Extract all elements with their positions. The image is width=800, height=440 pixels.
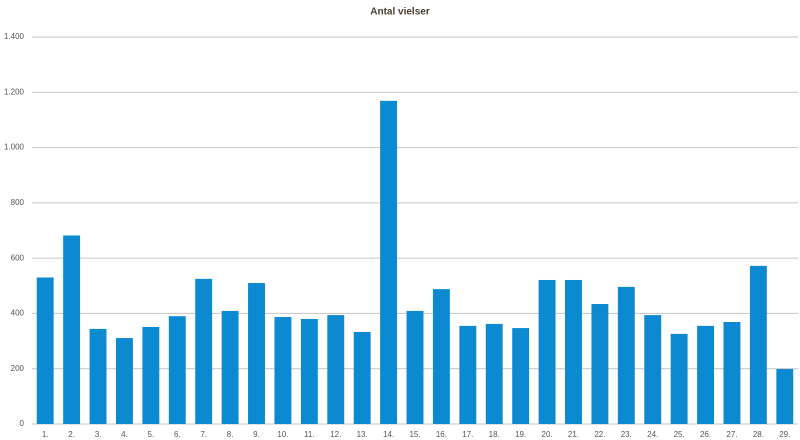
bar [168, 316, 186, 424]
bar [300, 318, 318, 424]
x-tick-label: 8. [227, 430, 234, 439]
x-tick-label: 23. [621, 430, 632, 439]
x-tick-label: 21. [568, 430, 579, 439]
x-tick-label: 15. [409, 430, 420, 439]
bar [697, 325, 715, 424]
y-tick-label: 600 [11, 253, 25, 262]
bar [36, 277, 54, 424]
x-tick-label: 14. [383, 430, 394, 439]
y-tick-label: 800 [11, 198, 25, 207]
x-tick-label: 2. [68, 430, 75, 439]
y-tick-label: 1.200 [4, 87, 25, 96]
bar [380, 100, 398, 424]
x-tick-label: 12. [330, 430, 341, 439]
x-tick-label: 19. [515, 430, 526, 439]
bar [538, 279, 556, 424]
bar [353, 331, 371, 424]
x-tick-label: 27. [726, 430, 737, 439]
x-tick-label: 7. [200, 430, 207, 439]
bar [248, 283, 265, 424]
x-tick-label: 20. [542, 430, 553, 439]
bar [195, 278, 213, 424]
bar [142, 326, 160, 424]
y-tick-label: 400 [11, 309, 25, 318]
bar [221, 310, 239, 424]
bar [776, 368, 794, 424]
chart-title: Antal vielser [370, 7, 430, 18]
bar [512, 328, 530, 424]
x-tick-label: 29. [779, 430, 790, 439]
x-tick-label: 28. [753, 430, 764, 439]
bar [644, 315, 662, 424]
bar [565, 279, 582, 424]
x-tick-label: 3. [95, 430, 102, 439]
bar [89, 328, 107, 424]
bar [591, 304, 609, 424]
x-tick-label: 13. [357, 430, 368, 439]
bar [617, 286, 635, 424]
bar [432, 289, 450, 424]
x-tick-label: 1. [42, 430, 49, 439]
x-tick-label: 11. [304, 430, 315, 439]
bar [115, 338, 133, 424]
bar [485, 323, 503, 424]
bar [723, 321, 741, 424]
bar [459, 325, 477, 424]
y-tick-label: 0 [20, 419, 25, 428]
bar [406, 310, 424, 424]
x-tick-label: 24. [647, 430, 658, 439]
bar [63, 235, 81, 424]
y-tick-label: 1.000 [4, 143, 25, 152]
x-tick-label: 10. [277, 430, 288, 439]
y-tick-label: 200 [11, 364, 25, 373]
x-tick-label: 9. [253, 430, 260, 439]
x-tick-label: 6. [174, 430, 181, 439]
y-tick-label: 1.400 [4, 32, 25, 41]
x-tick-label: 5. [148, 430, 155, 439]
x-tick-label: 18. [489, 430, 500, 439]
x-tick-label: 22. [594, 430, 605, 439]
x-tick-label: 17. [462, 430, 473, 439]
x-tick-label: 26. [700, 430, 711, 439]
x-tick-label: 4. [121, 430, 128, 439]
bar [327, 315, 345, 424]
x-tick-label: 25. [674, 430, 685, 439]
bar [670, 333, 688, 424]
bar [274, 317, 292, 424]
x-tick-label: 16. [436, 430, 447, 439]
bar [749, 265, 767, 424]
